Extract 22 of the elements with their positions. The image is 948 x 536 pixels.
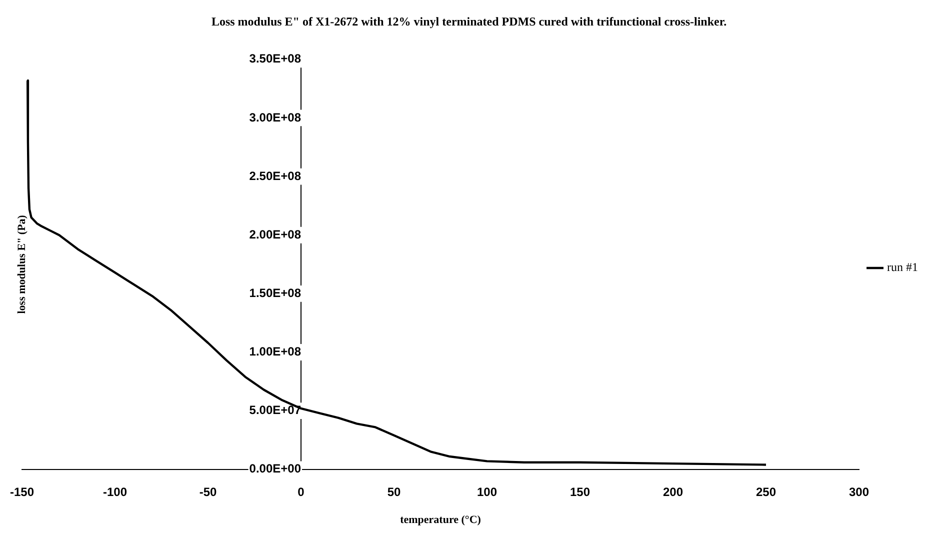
x-axis-title: temperature (°C) <box>400 514 482 526</box>
x-tick-label: 200 <box>662 484 684 499</box>
x-tick-label: 300 <box>848 484 870 499</box>
legend-label: run #1 <box>887 260 918 274</box>
y-tick-label: 2.00E+08 <box>249 227 302 242</box>
y-tick-label: 3.50E+08 <box>249 52 302 66</box>
x-tick-label: -150 <box>10 484 34 499</box>
x-tick-label: 250 <box>756 484 776 499</box>
x-tick-label: -50 <box>199 484 218 499</box>
y-tick-label: 1.50E+08 <box>249 286 302 300</box>
x-tick-label: 150 <box>570 484 590 499</box>
y-tick-label: 3.00E+08 <box>249 110 302 124</box>
x-tick-label: -100 <box>102 484 128 499</box>
y-tick-label: 5.00E+07 <box>249 403 302 418</box>
y-tick-label: 0.00E+00 <box>249 462 302 476</box>
y-axis-title: loss modulus E" (Pa) <box>16 214 28 314</box>
x-tick-label: 100 <box>476 484 498 499</box>
chart-title: Loss modulus E" of X1-2672 with 12% vinyl terminated PDMS cured with trifunctional cross-linker. <box>211 14 727 28</box>
y-tick-label: 2.50E+08 <box>249 168 302 183</box>
y-tick-label: 1.00E+08 <box>249 344 302 359</box>
x-tick-label: 0 <box>298 484 305 499</box>
x-tick-label: 50 <box>387 484 401 499</box>
